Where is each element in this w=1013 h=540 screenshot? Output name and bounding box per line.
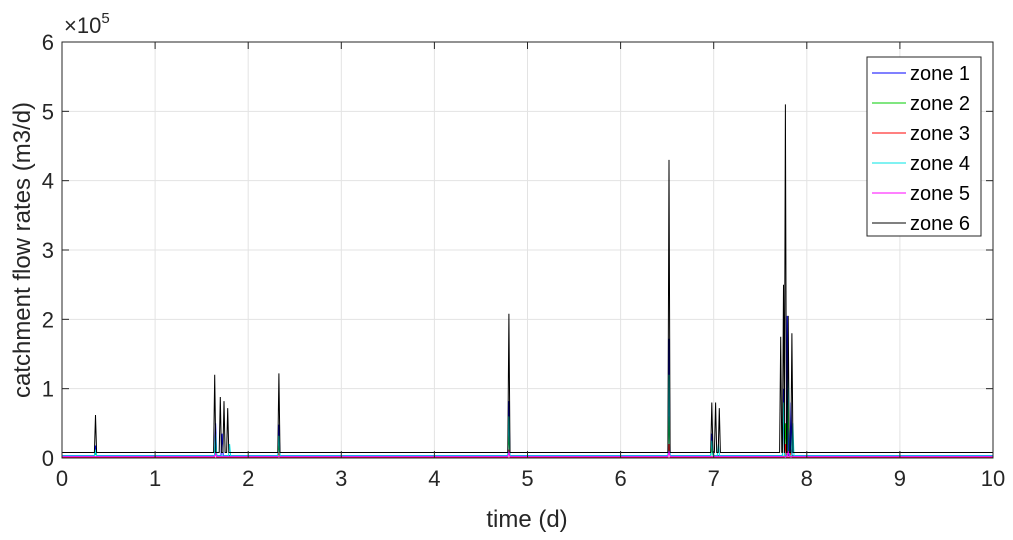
legend-label: zone 3 [910,123,970,145]
y-axis-label: catchment flow rates (m3/d) [9,102,36,398]
legend-label: zone 6 [910,213,970,235]
y-tick-label: 3 [42,238,54,263]
series-line-zone-6 [62,104,993,453]
x-tick-label: 1 [149,466,161,491]
x-tick-label: 9 [894,466,906,491]
x-tick-label: 5 [521,466,533,491]
y-tick-label: 1 [42,377,54,402]
x-tick-label: 0 [56,466,68,491]
x-tick-label: 2 [242,466,254,491]
legend-label: zone 2 [910,93,970,115]
x-tick-label: 4 [428,466,440,491]
x-tick-label: 10 [981,466,1005,491]
y-tick-label: 0 [42,446,54,471]
series-line-zone-3 [62,444,993,458]
y-tick-label: 2 [42,307,54,332]
x-tick-label: 8 [801,466,813,491]
series-line-zone-5 [62,450,993,458]
x-tick-label: 7 [708,466,720,491]
y-exponent-label: ×105 [64,10,110,38]
legend: zone 1 zone 2 zone 3 zone 4 zone 5 zone 6 [866,56,982,237]
y-tick-label: 6 [42,30,54,55]
x-tick-label: 6 [614,466,626,491]
x-axis-label: time (d) [486,506,567,533]
legend-label: zone 5 [910,183,970,205]
y-axis: 0 1 2 3 4 5 6 [42,30,993,471]
legend-label: zone 4 [910,153,970,175]
x-tick-label: 3 [335,466,347,491]
y-tick-label: 5 [42,99,54,124]
legend-box [866,56,982,237]
x-axis: 0 1 2 3 4 5 6 7 8 9 10 [56,42,1005,491]
y-exponent-power: 5 [101,10,109,27]
legend-label: zone 1 [910,63,970,85]
series-layer [62,104,993,458]
y-tick-label: 4 [42,169,54,194]
